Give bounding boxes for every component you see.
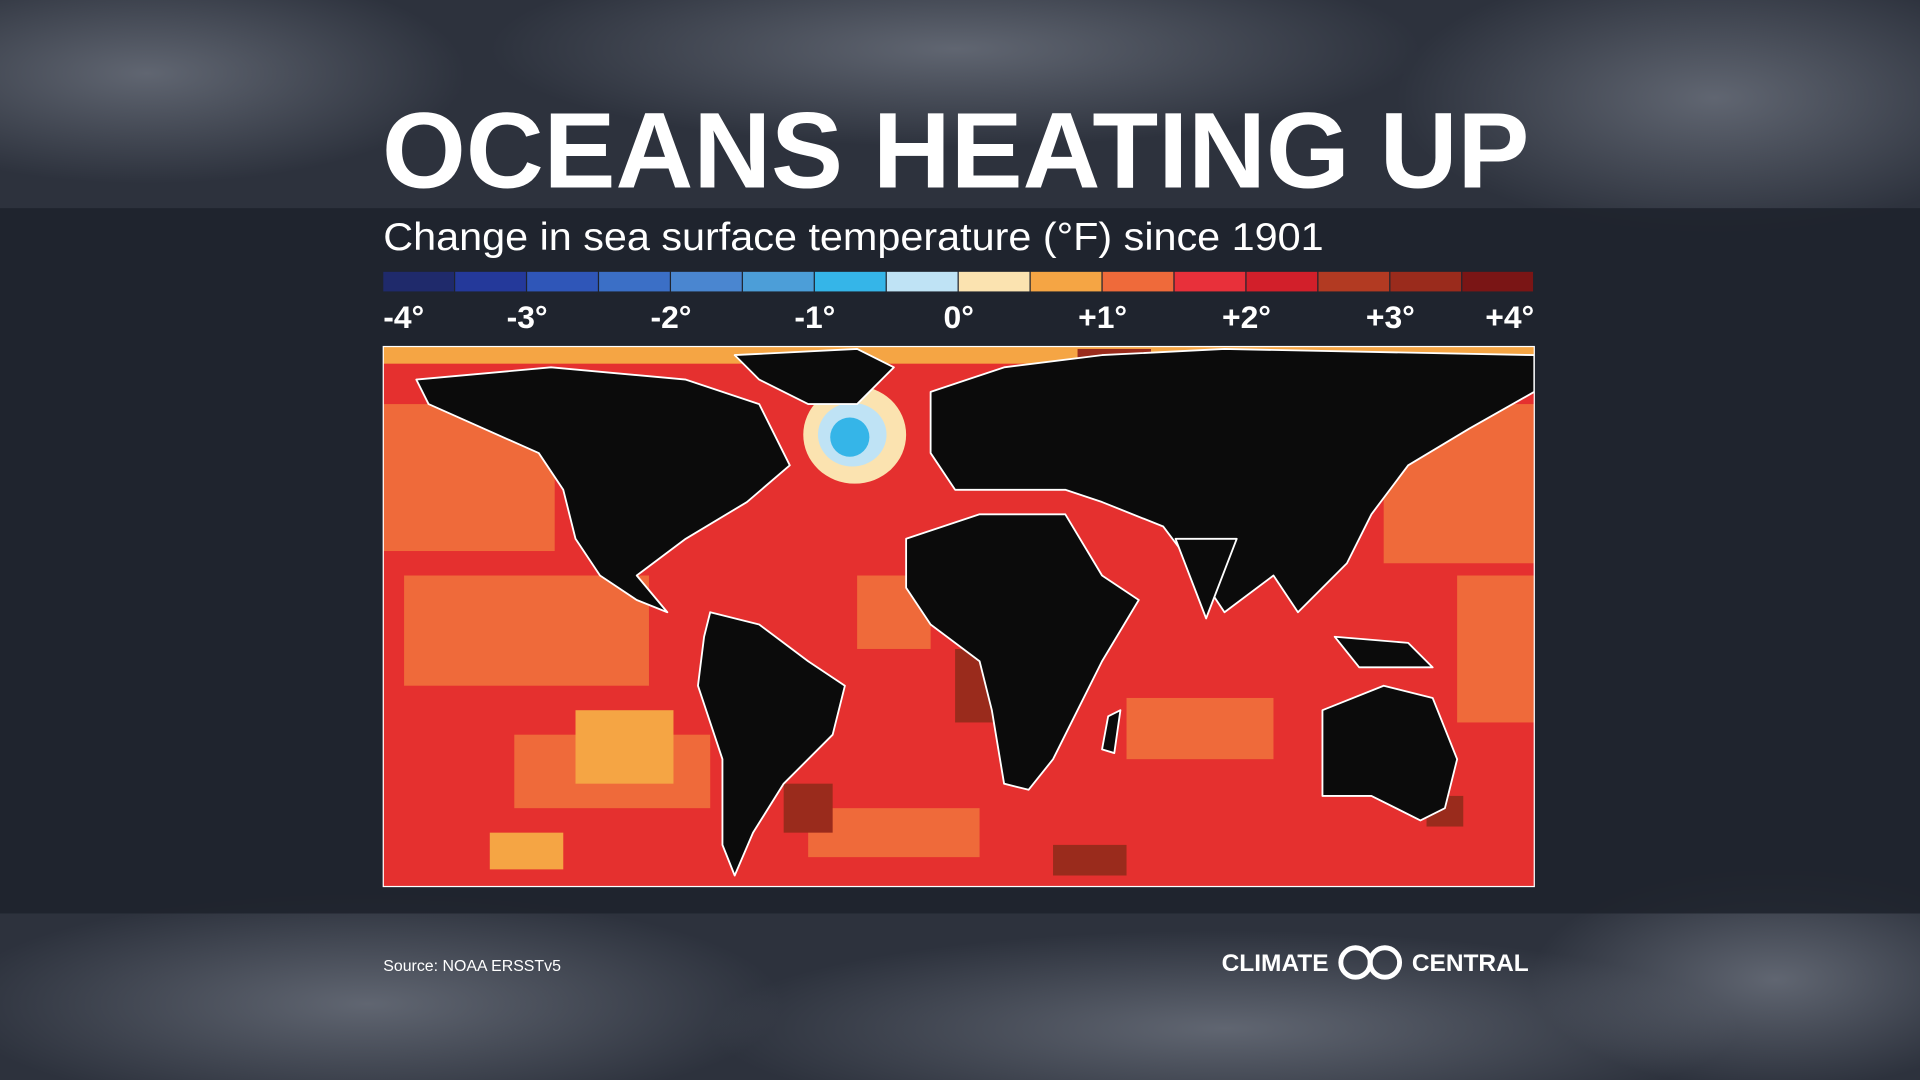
source: Source: NOAA ERSSTv5 bbox=[383, 958, 561, 975]
title: OCEANS HEATING UP bbox=[382, 89, 1529, 210]
brand-logo bbox=[1338, 945, 1403, 980]
map-border bbox=[382, 345, 1535, 888]
scale-tick-label: -4° bbox=[383, 299, 424, 335]
color-swatch bbox=[455, 271, 526, 292]
color-swatch bbox=[1102, 271, 1174, 292]
color-swatch bbox=[599, 271, 670, 292]
color-scale: -4° -3° -2° -1° 0° +1° +2° +3° +4° bbox=[383, 271, 1534, 335]
color-swatch bbox=[527, 271, 598, 292]
scale-tick-label: -1° bbox=[794, 299, 835, 335]
scale-tick-label: +1° bbox=[1078, 299, 1127, 335]
color-swatch bbox=[383, 271, 454, 292]
color-swatch bbox=[1462, 271, 1534, 292]
color-swatch bbox=[886, 271, 958, 292]
scale-tick-label: 0° bbox=[944, 299, 974, 335]
color-swatch bbox=[1174, 271, 1246, 292]
color-swatch bbox=[671, 271, 742, 292]
scale-tick-label: -2° bbox=[651, 299, 692, 335]
color-swatch bbox=[1246, 271, 1318, 292]
scale-tick-label: +2° bbox=[1222, 299, 1271, 335]
scale-tick-label: +4° bbox=[1485, 299, 1534, 335]
brand-right: CENTRAL bbox=[1412, 950, 1529, 977]
color-swatch bbox=[1318, 271, 1390, 292]
brand-left: CLIMATE bbox=[1222, 950, 1329, 977]
color-swatch bbox=[1390, 271, 1462, 292]
subtitle: Change in sea surface temperature (°F) s… bbox=[383, 216, 1323, 259]
color-swatch bbox=[1030, 271, 1102, 292]
color-swatch bbox=[958, 271, 1030, 292]
color-swatch bbox=[742, 271, 814, 292]
scale-tick-label: +3° bbox=[1366, 299, 1415, 335]
color-swatch bbox=[814, 271, 886, 292]
scale-tick-label: -3° bbox=[507, 299, 548, 335]
map bbox=[383, 346, 1535, 887]
